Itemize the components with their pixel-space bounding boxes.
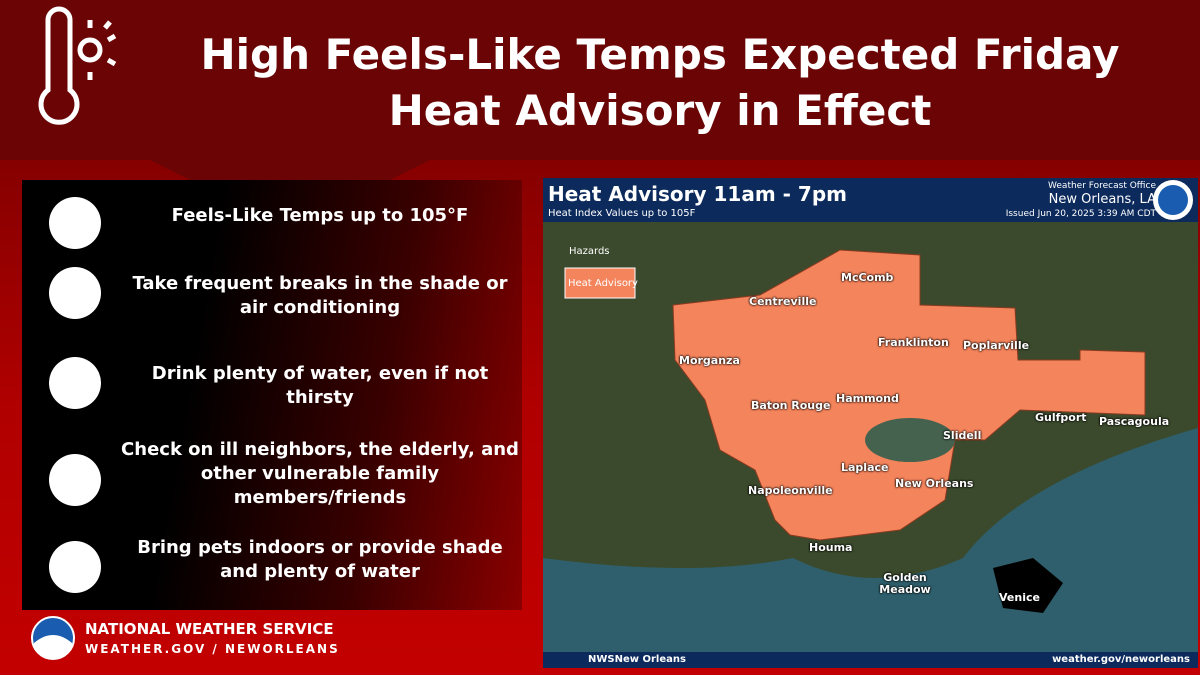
map-url: weather.gov/neworleans xyxy=(1052,654,1190,665)
city-label: Houma xyxy=(809,541,853,554)
city-label: Napoleonville xyxy=(748,484,833,497)
title-line-1: High Feels-Like Temps Expected Friday xyxy=(200,30,1120,79)
tips-panel xyxy=(22,180,522,610)
tip-text: Take frequent breaks in the shade or air… xyxy=(132,273,508,318)
tip-icon xyxy=(38,188,118,258)
city-label: Venice xyxy=(999,591,1040,604)
agency-name: NATIONAL WEATHER SERVICE xyxy=(85,620,334,638)
city-label: Slidell xyxy=(943,429,982,442)
city-label: McComb xyxy=(841,271,894,284)
tip-icon xyxy=(38,258,118,328)
icon-shape xyxy=(49,197,101,249)
issued-time: Issued Jun 20, 2025 3:39 AM CDT xyxy=(1005,209,1156,219)
header-banner xyxy=(0,0,1200,230)
city-label: Hammond xyxy=(836,392,899,405)
title-line-2: Heat Advisory in Effect xyxy=(388,86,932,135)
city-label: New Orleans xyxy=(895,477,974,490)
city-label: Morganza xyxy=(679,354,740,367)
map-graphic xyxy=(543,178,1198,668)
city-label: Franklinton xyxy=(878,336,949,349)
legend-item: Heat Advisory xyxy=(568,278,638,289)
office-line-1: Weather Forecast Office xyxy=(1048,181,1156,191)
city-label: Poplarville xyxy=(963,339,1030,352)
city-label: Gulfport xyxy=(1035,411,1087,424)
agency-url: WEATHER.GOV / NEWORLEANS xyxy=(85,642,340,656)
city-label: Golden Meadow xyxy=(879,571,931,596)
advisory-map: Heat Advisory 11am - 7pm Heat Index Valu… xyxy=(543,178,1198,668)
tip-icon xyxy=(38,532,118,602)
icon-shape xyxy=(49,267,101,319)
map-subtitle: Heat Index Values up to 105F xyxy=(548,208,696,219)
city-label: Centreville xyxy=(749,295,817,308)
tip-icon xyxy=(38,445,118,515)
city-label: Baton Rouge xyxy=(751,399,831,412)
city-label: Pascagoula xyxy=(1099,415,1170,428)
tip-text: Bring pets indoors or provide shade and … xyxy=(137,537,503,582)
icon-shape xyxy=(49,357,101,409)
city-label: Laplace xyxy=(841,461,889,474)
tip-icon xyxy=(38,348,118,418)
map-title: Heat Advisory 11am - 7pm xyxy=(548,182,847,206)
legend-title: Hazards xyxy=(569,246,610,257)
banner-shape xyxy=(0,0,1200,230)
icon-shape xyxy=(49,454,101,506)
icon-shape xyxy=(49,541,101,593)
tip-text: Feels-Like Temps up to 105°F xyxy=(171,205,469,226)
noaa-logo xyxy=(31,616,75,660)
thermometer-sun-icon xyxy=(38,6,117,125)
tip-text: Check on ill neighbors, the elderly, and… xyxy=(121,439,519,508)
social-handle: NWSNew Orleans xyxy=(588,654,686,665)
tip-text: Drink plenty of water, even if not thirs… xyxy=(151,363,489,408)
office-line-2: New Orleans, LA xyxy=(1048,192,1156,207)
